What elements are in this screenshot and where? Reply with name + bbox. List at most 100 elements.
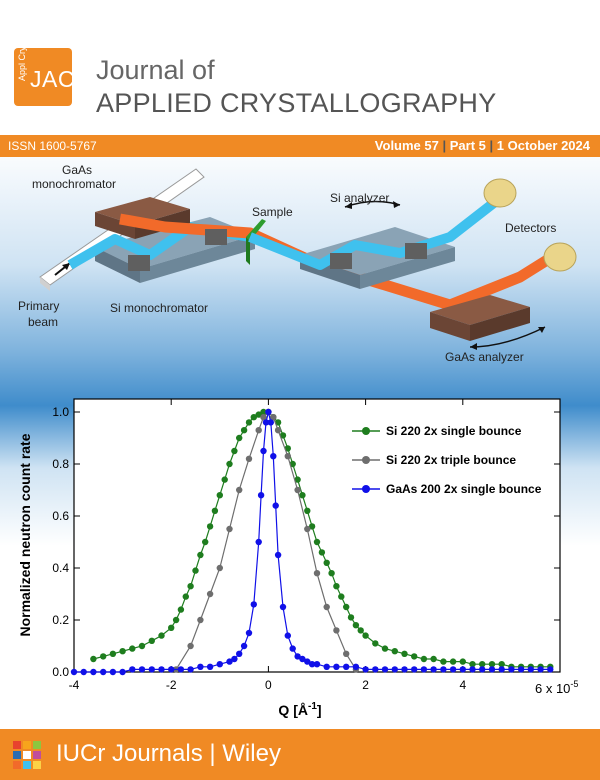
arrow-head-icon [345, 202, 352, 209]
data-point [352, 663, 360, 670]
part-text: Part 5 [449, 138, 486, 153]
data-point [381, 645, 389, 652]
data-point [129, 645, 136, 652]
arrow-head-icon [62, 263, 70, 270]
legend-marker [362, 456, 370, 464]
data-point [109, 668, 117, 676]
grid-logo-cell [13, 741, 21, 749]
plot-area [73, 398, 561, 673]
instrument-diagram: GaAs monochromator Sample Si analyzer De… [0, 157, 600, 377]
data-point [274, 419, 282, 426]
journal-title-line1: Journal of [96, 55, 215, 85]
iucr-grid-logo-icon [13, 741, 41, 769]
y-tick-label: 0.4 [52, 561, 69, 575]
data-point [206, 663, 214, 670]
grid-logo-cell [13, 761, 21, 769]
data-point [343, 663, 350, 670]
x-tick-label: -4 [69, 678, 80, 692]
data-point [294, 476, 301, 483]
data-point [401, 650, 408, 657]
data-point [362, 666, 369, 673]
si-analyzer-crystal [330, 253, 352, 269]
chart-svg: -4 -2 0 2 4 0.0 0.2 0.4 0.6 0.8 1.0 Si 220 2x sin… [17, 398, 578, 718]
data-point [333, 583, 340, 590]
data-point [255, 427, 262, 434]
x-axis-label: Q [Å-1] [278, 701, 321, 718]
label-primary-beam: Primary [18, 299, 60, 313]
data-point [459, 658, 466, 665]
data-point [265, 408, 272, 416]
data-point [177, 606, 185, 613]
label-si-analyzer: Si analyzer [330, 191, 390, 205]
data-point [226, 460, 233, 468]
issue-info-bar: ISSN 1600-5767 Volume 57 | Part 5 | 1 Oc… [0, 135, 600, 157]
data-point [537, 666, 544, 673]
data-point [216, 661, 223, 668]
data-point [313, 538, 321, 546]
data-point [279, 603, 287, 611]
data-point [308, 661, 316, 668]
data-point [420, 666, 428, 673]
x-tick-label: -2 [166, 678, 177, 692]
data-point [449, 666, 457, 673]
data-point [255, 538, 262, 546]
data-point [508, 666, 515, 673]
data-point [70, 668, 78, 676]
data-point [381, 666, 389, 673]
gaas-analyzer-side [470, 307, 530, 341]
separator: | [489, 138, 494, 153]
series-layer [70, 408, 554, 676]
data-point [279, 432, 287, 439]
grid-logo-cell [23, 741, 31, 749]
gaas-mono-front [95, 212, 135, 239]
data-point [240, 642, 248, 650]
count-rate-chart: -4 -2 0 2 4 0.0 0.2 0.4 0.6 0.8 1.0 Si 220 2x sin… [0, 377, 600, 729]
date-text: 1 October 2024 [496, 138, 590, 153]
legend: Si 220 2x single bounce Si 220 2x triple … [352, 424, 542, 496]
y-axis-label: Normalized neutron count rate [17, 433, 33, 636]
label-gaas-analyzer: GaAs analyzer [445, 350, 524, 364]
data-point [148, 666, 155, 673]
data-point [479, 666, 486, 673]
arrow-head-icon [538, 327, 545, 333]
footer-bar: IUCr Journals | Wiley [0, 729, 600, 780]
data-point [90, 655, 97, 663]
data-point [168, 624, 175, 631]
logo-small-text: Appl Cryst [17, 39, 27, 81]
data-point [304, 525, 311, 533]
data-point [284, 632, 291, 639]
data-point [391, 648, 398, 655]
grid-logo-cell [33, 751, 41, 759]
data-point [391, 666, 398, 673]
data-point [270, 453, 277, 460]
data-point [187, 642, 194, 650]
data-point [488, 661, 496, 668]
data-point [187, 583, 194, 590]
data-point [294, 653, 301, 660]
y-tick-label: 0.8 [52, 457, 69, 471]
data-point [430, 655, 437, 663]
si-analyzer-crystal [405, 243, 427, 259]
arrow-head-icon [470, 343, 477, 350]
detector-icon [543, 242, 577, 272]
gaas-analyzer-front [430, 312, 470, 341]
data-point [119, 648, 126, 655]
data-point [284, 445, 291, 452]
data-point [138, 642, 146, 650]
label-gaas-mono: GaAs [62, 163, 93, 177]
primary-beam-side [40, 277, 50, 291]
data-point [221, 476, 228, 483]
label-si-mono: Si monochromator [110, 301, 209, 315]
data-point [148, 637, 155, 644]
data-point [262, 419, 270, 426]
data-point [299, 492, 306, 499]
data-point [328, 570, 335, 577]
data-point [80, 668, 87, 676]
data-point [211, 507, 219, 514]
si-mono-crystal [128, 255, 150, 271]
data-point [100, 668, 107, 676]
label-gaas-mono-2: monochromator [32, 177, 117, 191]
data-point [479, 661, 486, 668]
detector-icon [483, 178, 517, 208]
